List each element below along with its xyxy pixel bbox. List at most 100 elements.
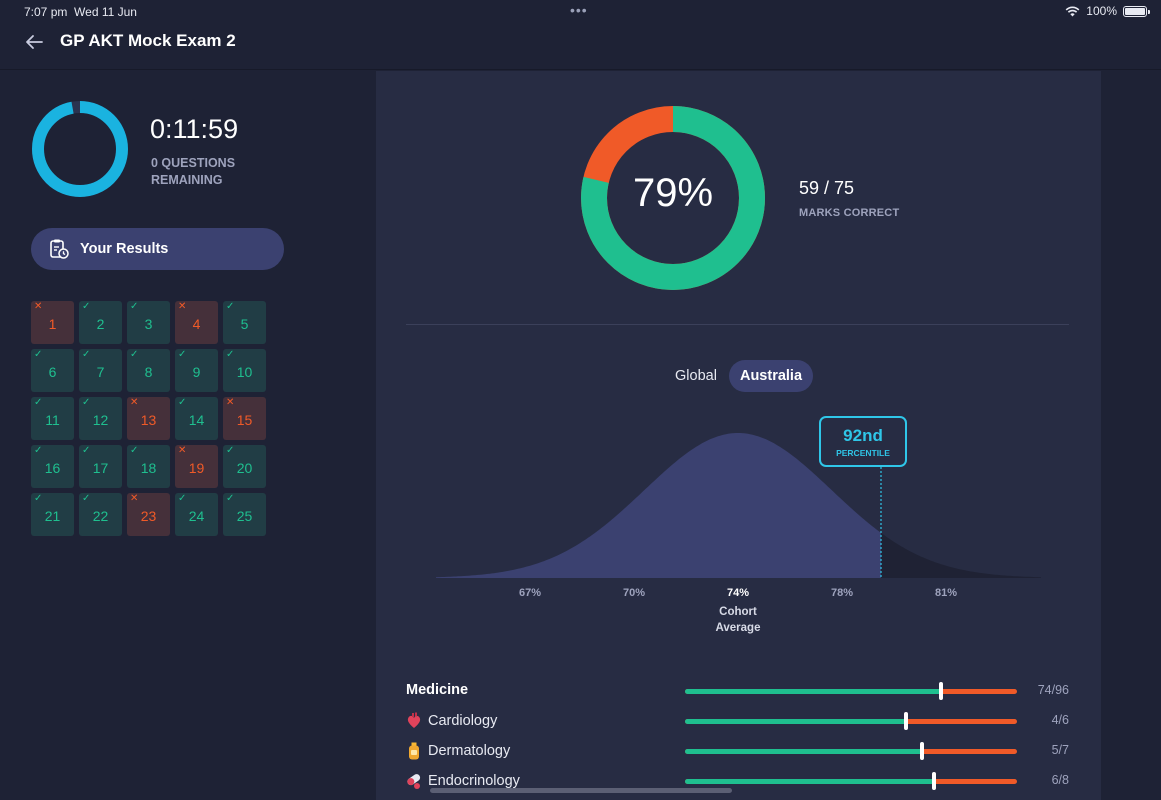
question-cell[interactable]: ✕ 19 (175, 445, 218, 488)
question-cell[interactable]: ✓ 3 (127, 301, 170, 344)
results-panel: 79% 59 / 75 MARKS CORRECT Global Austral… (376, 71, 1101, 800)
heart-icon (406, 712, 422, 730)
tick-label: 81% (934, 587, 958, 599)
question-cell[interactable]: ✓ 17 (79, 445, 122, 488)
percentile-label: PERCENTILE (836, 448, 890, 458)
segment-global[interactable]: Global (675, 368, 717, 384)
question-number: 9 (192, 364, 201, 380)
category-name: Medicine (406, 682, 468, 698)
question-number: 20 (236, 460, 253, 476)
check-icon: ✓ (34, 397, 43, 408)
category-row[interactable]: Medicine 74/96 (406, 678, 1086, 704)
question-number: 8 (144, 364, 153, 380)
multitask-dots-icon[interactable]: ••• (570, 2, 588, 18)
category-row[interactable]: Dermatology 5/7 (406, 738, 1086, 764)
question-cell[interactable]: ✓ 25 (223, 493, 266, 536)
cross-icon: ✕ (130, 397, 139, 408)
category-progress-fill (685, 719, 907, 724)
category-row[interactable]: Cardiology 4/6 (406, 708, 1086, 734)
category-name: Cardiology (406, 712, 497, 730)
question-cell[interactable]: ✓ 22 (79, 493, 122, 536)
question-cell[interactable]: ✓ 9 (175, 349, 218, 392)
question-cell[interactable]: ✓ 16 (31, 445, 74, 488)
question-cell[interactable]: ✓ 7 (79, 349, 122, 392)
question-cell[interactable]: ✓ 2 (79, 301, 122, 344)
question-number: 11 (45, 412, 60, 428)
status-time: 7:07 pm Wed 11 Jun (24, 5, 137, 19)
question-cell[interactable]: ✓ 24 (175, 493, 218, 536)
timer-ring (32, 101, 128, 197)
check-icon: ✓ (130, 349, 139, 360)
category-progress-fill (685, 749, 923, 754)
question-number: 14 (188, 412, 205, 428)
back-arrow-icon[interactable] (22, 30, 46, 54)
pills-icon (406, 772, 422, 790)
question-cell[interactable]: ✕ 23 (127, 493, 170, 536)
clipboard-clock-icon (50, 239, 69, 259)
category-label: Medicine (406, 682, 469, 698)
question-number: 21 (44, 508, 61, 524)
question-cell[interactable]: ✕ 13 (127, 397, 170, 440)
check-icon: ✓ (130, 445, 139, 456)
question-cell[interactable]: ✓ 14 (175, 397, 218, 440)
check-icon: ✓ (82, 301, 91, 312)
status-bar: 7:07 pm Wed 11 Jun ••• 100% (0, 0, 1161, 22)
check-icon: ✓ (130, 301, 139, 312)
battery-icon (1123, 5, 1150, 17)
check-icon: ✓ (226, 349, 235, 360)
cross-icon: ✕ (226, 397, 235, 408)
cross-icon: ✕ (130, 493, 139, 504)
category-label: Cardiology (428, 713, 498, 729)
category-progress-bar (685, 749, 1017, 754)
wifi-icon (1065, 6, 1080, 16)
tick-label: 67% (518, 587, 542, 599)
question-cell[interactable]: ✓ 12 (79, 397, 122, 440)
question-cell[interactable]: ✓ 11 (31, 397, 74, 440)
divider (406, 324, 1069, 325)
home-indicator[interactable] (430, 788, 732, 793)
check-icon: ✓ (178, 397, 187, 408)
check-icon: ✓ (226, 493, 235, 504)
question-cell[interactable]: ✓ 6 (31, 349, 74, 392)
distribution-tail (881, 532, 1041, 578)
battery-percent: 100% (1086, 4, 1117, 18)
check-icon: ✓ (82, 493, 91, 504)
question-number: 3 (144, 316, 153, 332)
category-average-marker (932, 772, 936, 790)
category-progress-fill (685, 689, 941, 694)
question-number: 12 (92, 412, 109, 428)
segment-australia[interactable]: Australia (729, 360, 813, 392)
check-icon: ✓ (178, 349, 187, 360)
tick-label: 78% (830, 587, 854, 599)
question-cell[interactable]: ✓ 5 (223, 301, 266, 344)
question-cell[interactable]: ✕ 4 (175, 301, 218, 344)
question-number: 16 (44, 460, 61, 476)
question-cell[interactable]: ✕ 15 (223, 397, 266, 440)
category-progress-bar (685, 719, 1017, 724)
question-cell[interactable]: ✓ 20 (223, 445, 266, 488)
question-number: 1 (48, 316, 57, 332)
category-score: 4/6 (1051, 713, 1069, 727)
category-row[interactable]: Endocrinology 6/8 (406, 768, 1086, 794)
check-icon: ✓ (82, 349, 91, 360)
question-number: 13 (140, 412, 157, 428)
question-cell[interactable]: ✓ 21 (31, 493, 74, 536)
cross-icon: ✕ (178, 301, 187, 312)
tick-label: 74% (726, 587, 750, 599)
lotion-bottle-icon (406, 742, 422, 760)
question-cell[interactable]: ✓ 18 (127, 445, 170, 488)
question-cell[interactable]: ✓ 8 (127, 349, 170, 392)
page-title: GP AKT Mock Exam 2 (60, 31, 236, 50)
your-results-button[interactable]: Your Results (31, 228, 284, 270)
nav-bar: GP AKT Mock Exam 2 (0, 22, 1161, 70)
question-number: 17 (92, 460, 109, 476)
category-score: 5/7 (1051, 743, 1069, 757)
distribution-curve (436, 433, 881, 578)
status-right: 100% (1065, 4, 1150, 18)
question-number: 18 (140, 460, 157, 476)
question-number: 7 (96, 364, 105, 380)
category-label: Dermatology (428, 743, 511, 759)
question-cell[interactable]: ✓ 10 (223, 349, 266, 392)
check-icon: ✓ (34, 493, 43, 504)
question-cell[interactable]: ✕ 1 (31, 301, 74, 344)
